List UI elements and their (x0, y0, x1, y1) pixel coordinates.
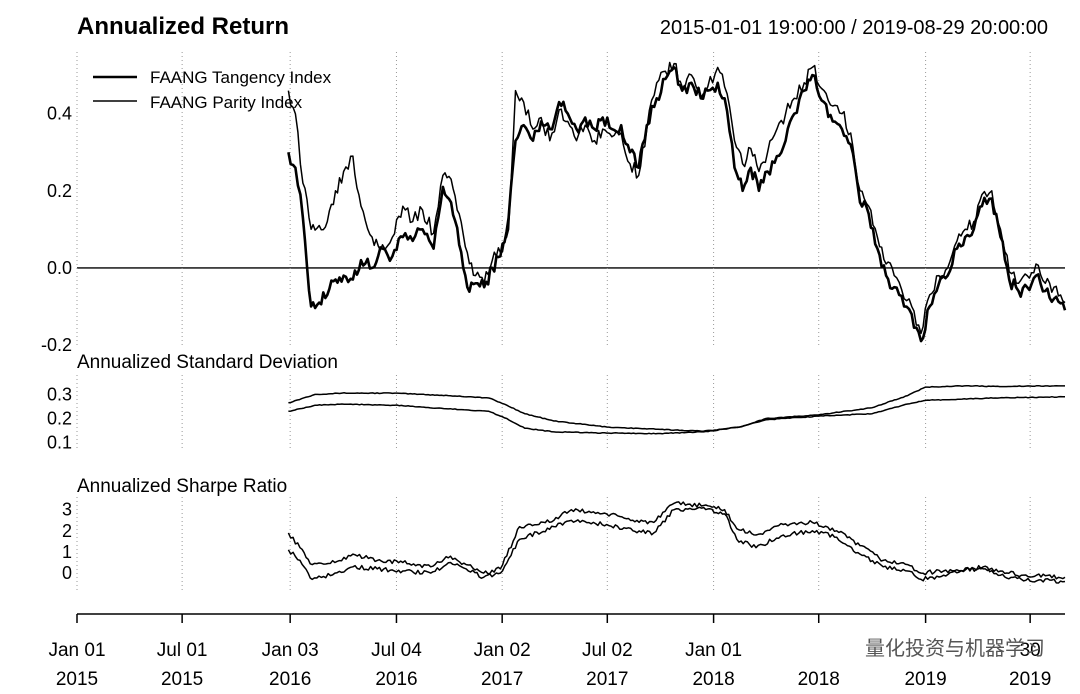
x-tick-label: Jul 04 (371, 640, 422, 661)
chart-title: Annualized Return (77, 13, 289, 40)
x-tick-label: Jul 02 (582, 640, 633, 661)
x-tick-year: 2018 (798, 669, 840, 690)
y-tick-label: 0.3 (47, 384, 72, 404)
y-tick-label: 1 (62, 542, 72, 562)
y-tick-label: 2 (62, 521, 72, 541)
x-tick-label: Jul 01 (157, 640, 208, 661)
annualized-return-panel: 0.4 0.2 0.0 -0.2 (41, 52, 1067, 355)
x-tick-label: Jan 01 (685, 640, 742, 661)
series-line-faang-tangency-index (287, 66, 1067, 343)
x-axis: Jan 01 2015 Jul 01 2015 Jan 03 2016 Jul 04 2016… (48, 613, 1065, 690)
x-tick-label: Jan 02 (474, 640, 531, 661)
x-tick-year: 2015 (161, 669, 203, 690)
y-tick-label: -0.2 (41, 335, 72, 355)
x-tick-year: 2017 (586, 669, 628, 690)
y-tick-label: 3 (62, 500, 72, 520)
series-line-faang-tangency-index (287, 506, 1066, 584)
y-tick-label: 0.1 (47, 433, 72, 453)
x-tick-year: 2016 (375, 669, 417, 690)
watermark-text: 量化投资与机器学习 (865, 637, 1045, 660)
series-line-faang-parity-index (287, 501, 1066, 580)
legend: FAANG Tangency Index FAANG Parity Index (93, 68, 332, 112)
legend-label-tangency: FAANG Tangency Index (150, 68, 332, 87)
date-range: 2015-01-01 19:00:00 / 2019-08-29 20:00:0… (660, 17, 1048, 39)
annualized-std-dev-panel: 0.3 0.2 0.1 (47, 375, 1065, 453)
series-line-faang-parity-index (287, 61, 1066, 335)
series-line-faang-tangency-index (288, 395, 1065, 435)
x-tick-year: 2019 (1009, 669, 1051, 690)
x-tick-label: Jan 01 (48, 640, 105, 661)
sharpe-panel-title: Annualized Sharpe Ratio (77, 476, 287, 497)
x-tick-label: Jan 03 (262, 640, 319, 661)
y-tick-label: 0.0 (47, 258, 72, 278)
x-tick-label: 30 (1020, 640, 1041, 661)
std-dev-panel-title: Annualized Standard Deviation (77, 352, 338, 373)
y-tick-label: 0.2 (47, 181, 72, 201)
y-tick-label: 0 (62, 563, 72, 583)
x-tick-year: 2016 (269, 669, 311, 690)
x-tick-year: 2017 (481, 669, 523, 690)
legend-label-parity: FAANG Parity Index (150, 93, 303, 112)
series-line-faang-parity-index (288, 384, 1065, 432)
x-tick-year: 2015 (56, 669, 98, 690)
x-tick-year: 2018 (692, 669, 734, 690)
x-tick-year: 2019 (904, 669, 946, 690)
y-tick-label: 0.2 (47, 409, 72, 429)
y-tick-label: 0.4 (47, 104, 72, 124)
